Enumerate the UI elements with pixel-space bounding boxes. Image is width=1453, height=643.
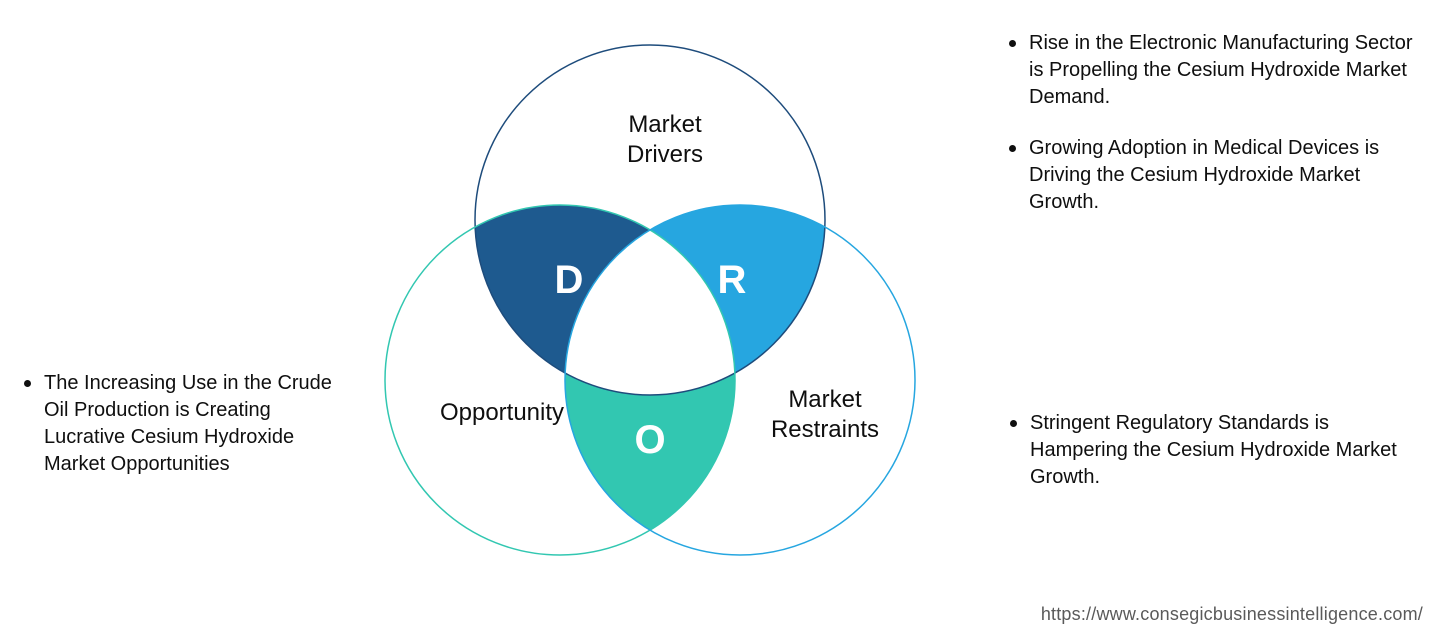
venn-letter-o: O [630, 418, 670, 463]
venn-label-opportunity-text: Opportunity [440, 399, 564, 426]
annotation-opportunity-item-0: The Increasing Use in the Crude Oil Prod… [24, 370, 344, 478]
venn-label-drivers: MarketDrivers [600, 110, 730, 170]
venn-label-restraints: MarketRestraints [750, 385, 900, 445]
venn-label-opportunity: Opportunity [412, 398, 592, 428]
annotation-restraints-item-0: Stringent Regulatory Standards is Hamper… [1010, 410, 1410, 491]
venn-label-drivers-line1: MarketDrivers [627, 111, 703, 168]
annotation-drivers: Rise in the Electronic Manufacturing Sec… [1009, 30, 1429, 240]
venn-letter-r: R [712, 258, 752, 303]
annotation-restraints: Stringent Regulatory Standards is Hamper… [1010, 410, 1410, 515]
source-url: https://www.consegicbusinessintelligence… [1041, 604, 1423, 625]
annotation-opportunity: The Increasing Use in the Crude Oil Prod… [24, 370, 344, 502]
annotation-drivers-item-1: Growing Adoption in Medical Devices is D… [1009, 135, 1429, 216]
diagram-root: MarketDrivers Opportunity MarketRestrain… [0, 0, 1453, 643]
venn-label-restraints-text: MarketRestraints [771, 386, 879, 443]
annotation-drivers-item-0: Rise in the Electronic Manufacturing Sec… [1009, 30, 1429, 111]
venn-letter-d: D [549, 258, 589, 303]
